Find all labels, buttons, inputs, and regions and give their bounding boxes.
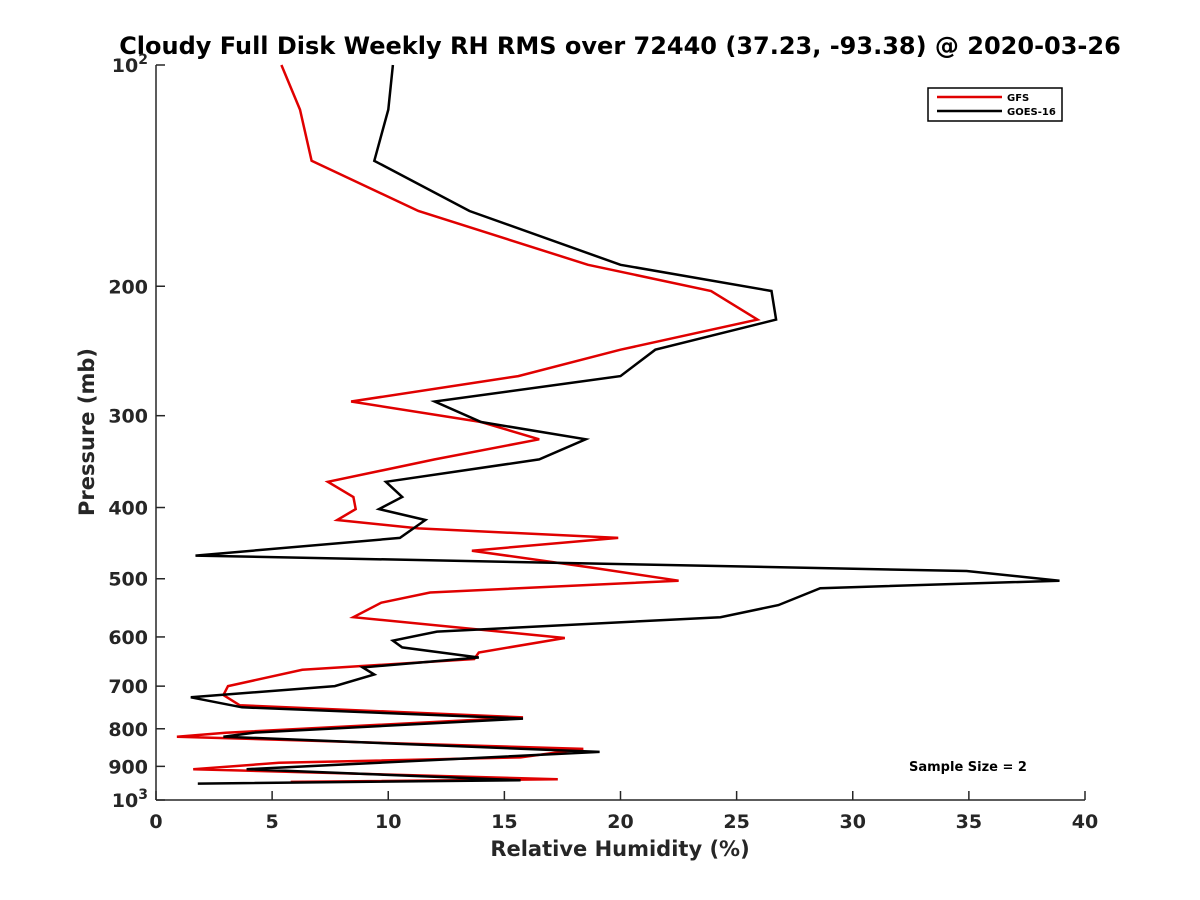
x-tick-label: 35 <box>956 811 982 833</box>
y-axis-label: Pressure (mb) <box>75 348 99 516</box>
legend: GFS GOES-16 <box>927 87 1063 122</box>
legend-box <box>927 87 1063 122</box>
sample-size-annotation: Sample Size = 2 <box>909 760 1027 775</box>
x-tick-label: 0 <box>149 811 162 833</box>
y-tick-label: 900 <box>108 756 148 778</box>
x-tick-label: 5 <box>266 811 279 833</box>
y-tick-label: 300 <box>108 406 148 428</box>
x-tick-label: 15 <box>491 811 517 833</box>
x-tick-label: 40 <box>1072 811 1098 833</box>
chart-title: Cloudy Full Disk Weekly RH RMS over 7244… <box>119 32 1121 60</box>
y-tick-label: 700 <box>108 676 148 698</box>
legend-label-gfs: GFS <box>1007 93 1029 104</box>
series-line-goes-16 <box>190 64 1060 785</box>
y-tick-label: 800 <box>108 719 148 741</box>
x-axis-ticks: 0 5 10 15 20 25 30 35 40 <box>149 791 1098 833</box>
x-tick-label: 30 <box>840 811 866 833</box>
x-tick-label: 25 <box>723 811 749 833</box>
y-tick-label: 103 <box>112 787 148 812</box>
legend-label-goes-16: GOES-16 <box>1007 107 1056 118</box>
y-axis-ticks: 102 200 300 400 500 600 700 800 900 103 <box>108 52 165 812</box>
x-tick-label: 20 <box>607 811 633 833</box>
series-layer <box>176 64 1060 785</box>
x-tick-label: 10 <box>375 811 401 833</box>
series-line-gfs <box>176 64 761 784</box>
y-tick-label: 102 <box>112 52 148 77</box>
y-tick-label: 500 <box>108 569 148 591</box>
y-tick-label: 400 <box>108 498 148 520</box>
y-tick-label: 200 <box>108 276 148 298</box>
y-tick-label: 600 <box>108 627 148 649</box>
x-axis-label: Relative Humidity (%) <box>490 837 749 861</box>
